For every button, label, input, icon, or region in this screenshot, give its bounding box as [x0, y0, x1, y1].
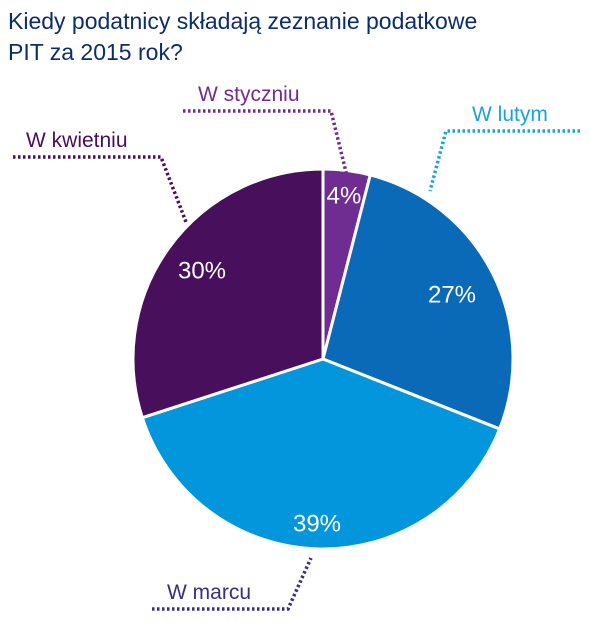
- slice-category-label-1: W styczniu: [198, 83, 300, 106]
- slice-value-label-3: 39%: [293, 510, 341, 537]
- slice-category-label-2: W lutym: [472, 103, 548, 126]
- slice-value-label-2: 27%: [428, 281, 476, 308]
- slice-value-label-1: 4%: [327, 182, 362, 209]
- chart-title: Kiedy podatnicy składają zeznanie podatk…: [8, 8, 478, 65]
- leader-line-4: [13, 155, 188, 223]
- pie-slice-3: [140, 357, 502, 551]
- leader-line-3: [152, 557, 313, 611]
- slice-category-label-3: W marcu: [167, 581, 251, 604]
- pie-slice-2: [321, 173, 515, 431]
- leader-line-1: [183, 109, 349, 177]
- pie-slice-4: [131, 167, 325, 420]
- slice-category-label-4: W kwietniu: [26, 129, 128, 152]
- slice-value-label-4: 30%: [178, 257, 226, 284]
- leader-line-2: [428, 129, 580, 192]
